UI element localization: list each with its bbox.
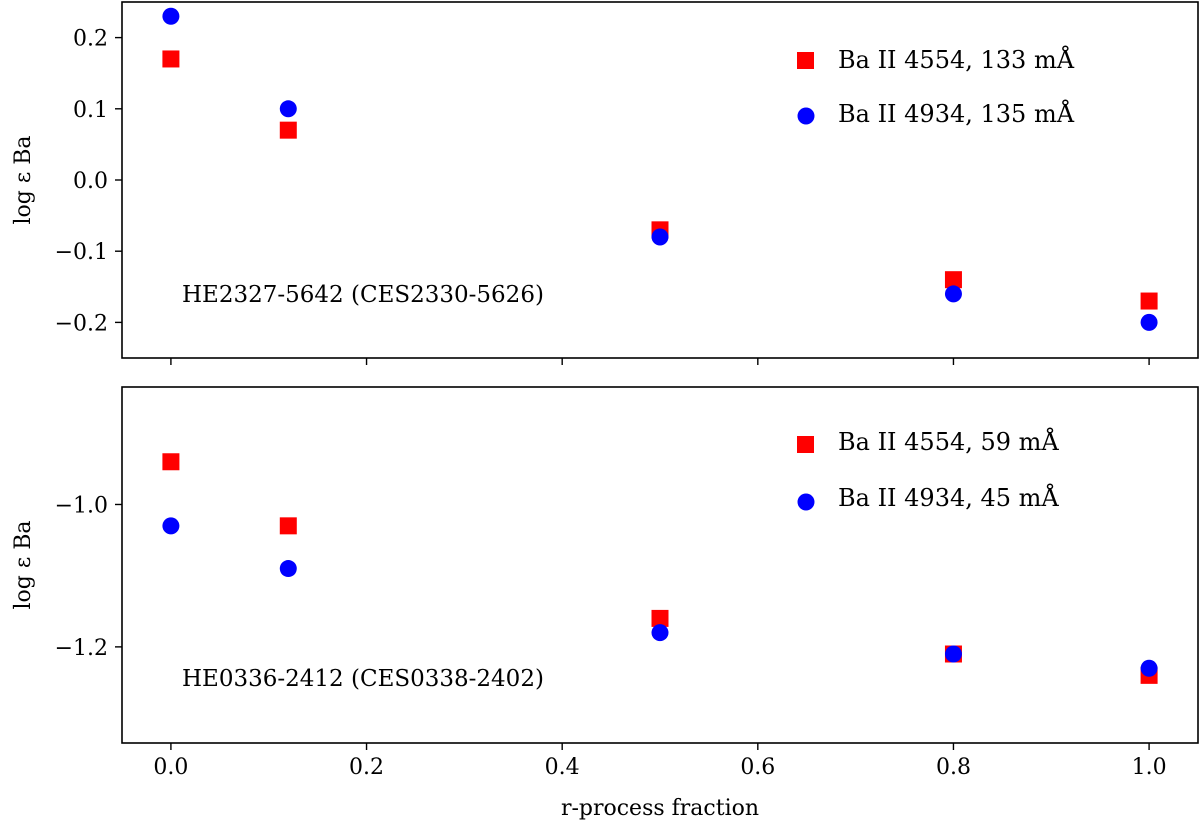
top-panel-annotation: HE2327-5642 (CES2330-5626) bbox=[182, 282, 544, 308]
top-panel-marks bbox=[162, 7, 1158, 331]
bottom-panel-ticks: 0.0 0.2 0.4 0.6 0.8 1.0 −1.0 −1.2 bbox=[55, 493, 1167, 780]
data-point-circle bbox=[651, 624, 669, 642]
bottom-legend-label-1: Ba II 4554, 59 mÅ bbox=[838, 427, 1059, 456]
bottom-legend-label-2: Ba II 4934, 45 mÅ bbox=[838, 483, 1059, 512]
top-panel-ylabel: log ε Ba bbox=[11, 135, 36, 224]
data-point-square bbox=[651, 609, 669, 627]
y-tick-label: −1.0 bbox=[55, 493, 108, 518]
data-point-circle bbox=[944, 285, 962, 303]
y-tick-label: 0.0 bbox=[73, 169, 108, 194]
bottom-panel-frame bbox=[121, 386, 1199, 744]
bottom-panel: 0.0 0.2 0.4 0.6 0.8 1.0 −1.0 −1.2 HE0336-2412 (… bbox=[11, 386, 1199, 821]
data-point-square bbox=[162, 453, 180, 471]
data-point-circle bbox=[651, 228, 669, 246]
x-tick-label: 1.0 bbox=[1132, 755, 1167, 780]
x-tick-label: 0.4 bbox=[545, 755, 580, 780]
data-point-square bbox=[279, 121, 297, 139]
x-tick-label: 0.0 bbox=[153, 755, 188, 780]
top-panel-ticks: 0.2 0.1 0.0 −0.1 −0.2 bbox=[55, 27, 1150, 365]
y-tick-label: −0.1 bbox=[55, 240, 108, 265]
data-point-circle bbox=[162, 517, 180, 535]
x-tick-label: 0.6 bbox=[740, 755, 775, 780]
x-tick-label: 0.8 bbox=[936, 755, 971, 780]
data-point-square bbox=[279, 517, 297, 535]
x-tick-label: 0.2 bbox=[349, 755, 384, 780]
bottom-panel-legend: Ba II 4554, 59 mÅ Ba II 4934, 45 mÅ bbox=[797, 427, 1059, 512]
y-tick-label: 0.2 bbox=[73, 27, 108, 52]
bottom-panel-ylabel: log ε Ba bbox=[11, 520, 36, 609]
y-tick-label: 0.1 bbox=[73, 98, 108, 123]
data-point-square bbox=[162, 50, 180, 68]
legend-marker-circle bbox=[797, 493, 815, 511]
y-tick-label: −0.2 bbox=[55, 311, 108, 336]
top-legend-label-1: Ba II 4554, 133 mÅ bbox=[838, 45, 1075, 74]
legend-marker-square bbox=[797, 436, 814, 453]
y-tick-label: −1.2 bbox=[55, 636, 108, 661]
top-legend-label-2: Ba II 4934, 135 mÅ bbox=[838, 99, 1075, 128]
top-panel: 0.2 0.1 0.0 −0.1 −0.2 HE2327-5642 (CES2330-5… bbox=[11, 1, 1199, 365]
data-point-square bbox=[944, 271, 962, 289]
data-point-circle bbox=[279, 100, 297, 118]
data-point-circle bbox=[1140, 313, 1158, 331]
bottom-panel-marks bbox=[162, 453, 1158, 684]
x-axis-title: r-process fraction bbox=[561, 796, 759, 821]
data-point-circle bbox=[944, 645, 962, 663]
legend-marker-square bbox=[797, 52, 814, 69]
data-point-circle bbox=[1140, 659, 1158, 677]
top-panel-legend: Ba II 4554, 133 mÅ Ba II 4934, 135 mÅ bbox=[797, 45, 1075, 128]
bottom-panel-annotation: HE0336-2412 (CES0338-2402) bbox=[182, 666, 544, 692]
data-point-circle bbox=[279, 560, 297, 578]
legend-marker-circle bbox=[797, 107, 815, 125]
data-point-circle bbox=[162, 7, 180, 25]
data-point-square bbox=[1140, 292, 1158, 310]
